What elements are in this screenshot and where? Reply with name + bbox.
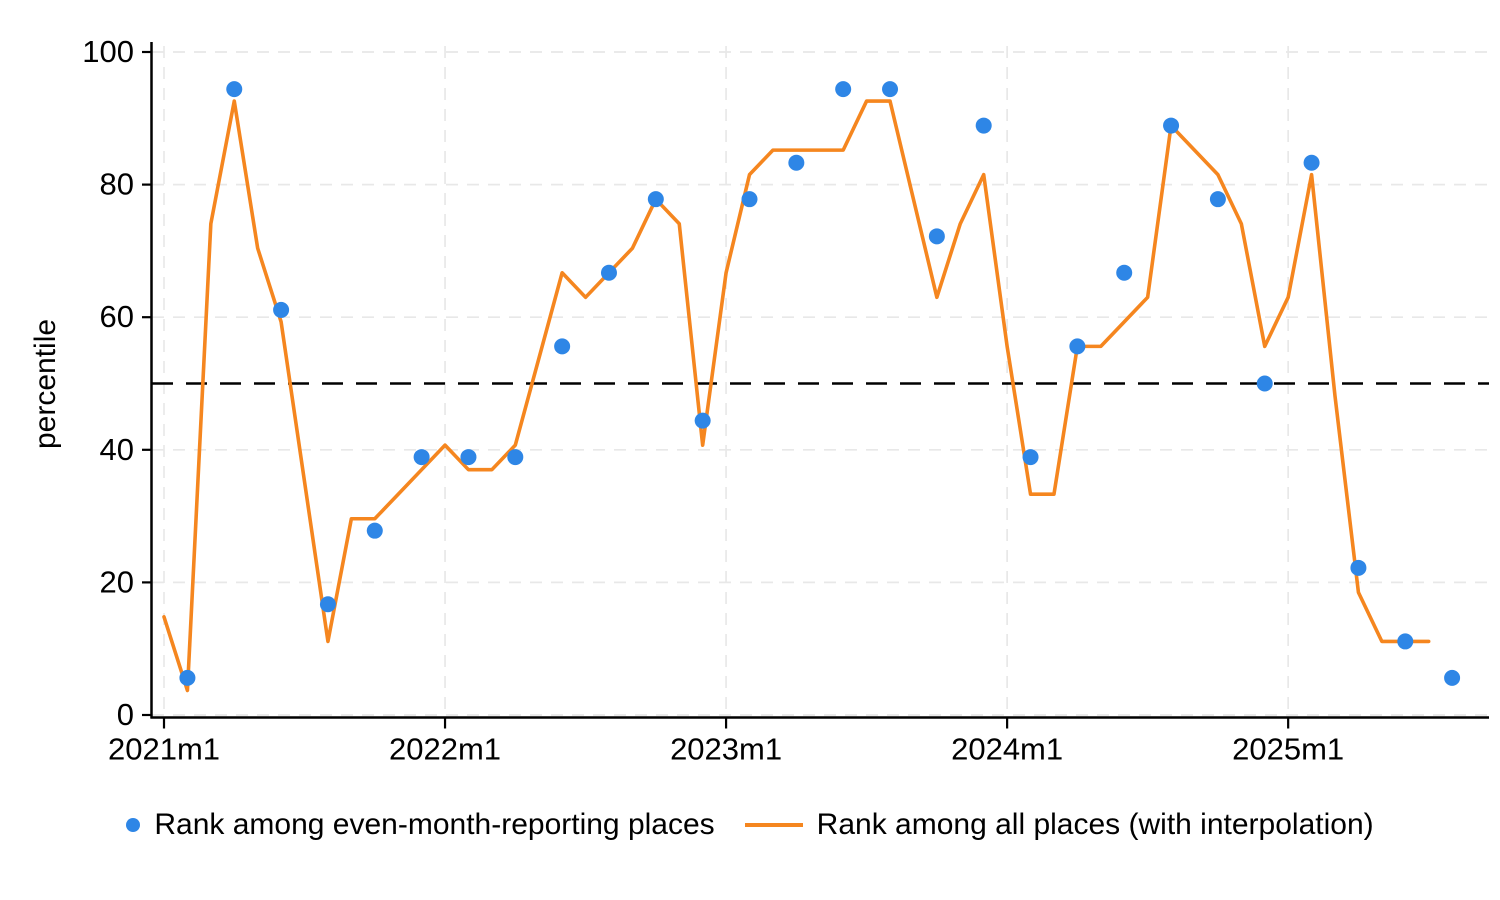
scatter-point-even-month bbox=[882, 81, 899, 98]
scatter-point-even-month bbox=[1397, 633, 1414, 650]
x-tick-label: 2024m1 bbox=[951, 732, 1063, 767]
scatter-point-even-month bbox=[1163, 117, 1180, 134]
scatter-marker-icon bbox=[126, 818, 141, 832]
legend-label-line: Rank among all places (with interpolatio… bbox=[816, 808, 1374, 841]
x-tick-label: 2023m1 bbox=[670, 732, 782, 767]
y-tick-label: 0 bbox=[117, 697, 134, 732]
scatter-point-even-month bbox=[179, 669, 196, 686]
legend-item-line: Rank among all places (with interpolatio… bbox=[744, 808, 1374, 842]
scatter-point-even-month bbox=[1303, 154, 1320, 171]
x-tick-label: 2025m1 bbox=[1232, 732, 1344, 767]
x-tick-label: 2021m1 bbox=[108, 732, 220, 767]
scatter-point-even-month bbox=[273, 301, 290, 318]
scatter-point-even-month bbox=[928, 228, 945, 245]
line-marker-icon bbox=[744, 823, 803, 827]
y-tick-label: 60 bbox=[100, 299, 134, 334]
y-tick-label: 100 bbox=[82, 34, 134, 69]
y-tick-label: 80 bbox=[100, 167, 134, 202]
scatter-point-even-month bbox=[366, 522, 383, 539]
scatter-point-even-month bbox=[647, 191, 664, 208]
scatter-point-even-month bbox=[835, 81, 852, 98]
scatter-point-even-month bbox=[554, 338, 571, 355]
y-axis-title: percentile bbox=[29, 318, 62, 450]
scatter-point-even-month bbox=[694, 412, 711, 429]
scatter-point-even-month bbox=[741, 191, 758, 208]
scatter-point-even-month bbox=[507, 449, 524, 466]
y-tick-label: 20 bbox=[100, 564, 134, 599]
legend-label-scatter: Rank among even-month-reporting places bbox=[154, 808, 715, 841]
scatter-point-even-month bbox=[975, 117, 992, 134]
scatter-point-even-month bbox=[1209, 191, 1226, 208]
scatter-point-even-month bbox=[1444, 669, 1461, 686]
scatter-point-even-month bbox=[1350, 559, 1367, 576]
legend-item-scatter: Rank among even-month-reporting places bbox=[126, 808, 715, 842]
scatter-point-even-month bbox=[460, 449, 477, 466]
scatter-point-even-month bbox=[600, 264, 617, 281]
scatter-point-even-month bbox=[788, 154, 805, 171]
x-tick-label: 2022m1 bbox=[389, 732, 501, 767]
scatter-point-even-month bbox=[226, 81, 243, 98]
y-tick-label: 40 bbox=[100, 432, 134, 467]
scatter-point-even-month bbox=[1116, 264, 1133, 281]
scatter-point-even-month bbox=[1069, 338, 1086, 355]
scatter-point-even-month bbox=[1022, 449, 1039, 466]
scatter-point-even-month bbox=[413, 449, 430, 466]
scatter-point-even-month bbox=[1256, 375, 1273, 392]
line-series-all-places bbox=[162, 99, 1431, 693]
scatter-point-even-month bbox=[319, 596, 336, 613]
legend: Rank among even-month-reporting places R… bbox=[0, 808, 1500, 842]
